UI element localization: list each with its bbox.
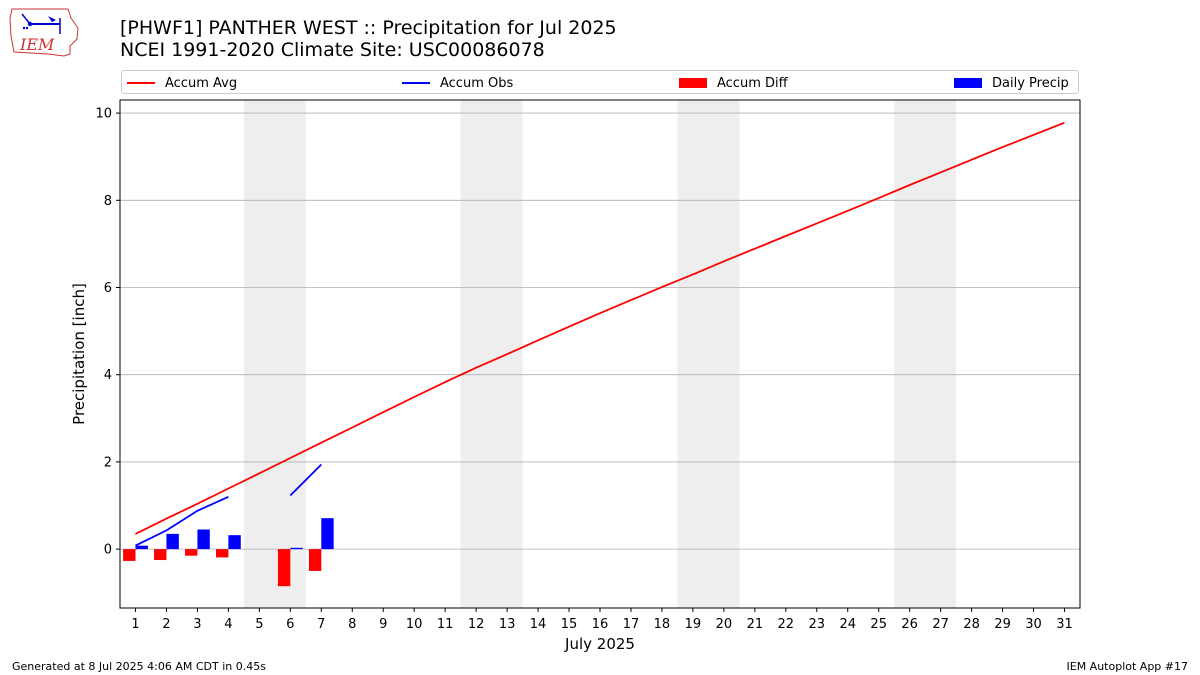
accum-diff-bar-day-7 <box>308 549 322 571</box>
x-tick-label-20: 20 <box>716 617 733 632</box>
x-tick-label-17: 17 <box>623 617 640 632</box>
footer-generated: Generated at 8 Jul 2025 4:06 AM CDT in 0… <box>12 660 266 673</box>
x-tick-label-2: 2 <box>162 617 170 632</box>
x-tick-label-28: 28 <box>963 617 980 632</box>
y-tick-label-10: 10 <box>95 107 112 122</box>
y-tick-label-4: 4 <box>104 368 112 383</box>
x-tick-label-24: 24 <box>839 617 856 632</box>
y-tick-label-6: 6 <box>104 281 112 296</box>
weekend-band-day-5 <box>243 100 275 608</box>
daily-precip-bar-day-3 <box>197 529 210 550</box>
weekend-band-day-27 <box>925 100 957 608</box>
daily-precip-bar-day-2 <box>166 533 179 550</box>
legend-item-daily-precip: Daily Precip <box>954 74 1069 92</box>
legend-item-accum-obs: Accum Obs <box>402 74 513 92</box>
accum-avg-line-segment-0 <box>135 121 1065 535</box>
chart-title: [PHWF1] PANTHER WEST :: Precipitation fo… <box>120 17 617 39</box>
accum-diff-bar-day-2 <box>154 549 167 561</box>
x-tick-label-1: 1 <box>131 617 139 632</box>
legend-label-daily-precip: Daily Precip <box>992 75 1069 91</box>
chart-subtitle: NCEI 1991-2020 Climate Site: USC00086078 <box>120 39 545 61</box>
legend-swatch-accum-diff <box>679 78 707 88</box>
x-tick-label-31: 31 <box>1056 617 1073 632</box>
accum-obs-line-segment-1 <box>289 463 322 497</box>
daily-precip-bar-day-4 <box>228 535 241 550</box>
x-tick-label-22: 22 <box>778 617 795 632</box>
legend-item-accum-avg: Accum Avg <box>127 74 237 92</box>
daily-precip-bar-day-1 <box>135 545 148 550</box>
y-tick-label-0: 0 <box>104 543 112 558</box>
accum-diff-bar-day-3 <box>185 549 198 556</box>
x-tick-label-3: 3 <box>193 617 201 632</box>
legend: Accum Avg Accum Obs Accum Diff Daily Pre… <box>121 70 1079 94</box>
y-axis-label: Precipitation [inch] <box>70 283 88 425</box>
legend-label-accum-obs: Accum Obs <box>440 75 514 91</box>
legend-label-accum-diff: Accum Diff <box>717 75 788 91</box>
x-tick-label-10: 10 <box>406 617 423 632</box>
legend-label-accum-avg: Accum Avg <box>165 75 238 91</box>
daily-precip-bar-day-6 <box>290 547 303 550</box>
x-tick-label-4: 4 <box>224 617 232 632</box>
legend-swatch-accum-obs <box>402 82 430 84</box>
x-tick-label-15: 15 <box>561 617 578 632</box>
x-tick-label-30: 30 <box>1025 617 1042 632</box>
weekend-bands <box>243 100 957 608</box>
accum-obs-line-segment-0 <box>135 495 229 547</box>
x-tick-label-14: 14 <box>530 617 547 632</box>
daily-precip-bar-day-7 <box>321 518 334 550</box>
accum-diff-bar-day-6 <box>277 549 291 587</box>
x-tick-label-8: 8 <box>348 617 356 632</box>
weekend-band-day-6 <box>274 100 306 608</box>
legend-swatch-daily-precip <box>954 78 982 88</box>
x-tick-label-29: 29 <box>994 617 1011 632</box>
weekend-band-day-19 <box>677 100 709 608</box>
iem-logo: IEM <box>8 6 82 60</box>
weekend-band-day-12 <box>460 100 492 608</box>
x-axis-label: July 2025 <box>564 635 635 653</box>
x-tick-label-11: 11 <box>437 617 454 632</box>
x-tick-label-12: 12 <box>468 617 485 632</box>
x-tick-label-21: 21 <box>747 617 764 632</box>
x-tick-label-7: 7 <box>317 617 325 632</box>
legend-swatch-accum-avg <box>127 82 155 84</box>
x-tick-label-23: 23 <box>809 617 826 632</box>
x-tick-label-18: 18 <box>654 617 671 632</box>
x-tick-label-19: 19 <box>685 617 702 632</box>
y-tick-label-2: 2 <box>104 455 112 470</box>
x-axis: 1 2 3 4 5 6 7 8 9 10 11 12 13 14 15 16 17 18 19 20 21 22 23 24 2… <box>131 608 1073 632</box>
x-tick-label-13: 13 <box>499 617 516 632</box>
x-tick-label-9: 9 <box>379 617 387 632</box>
y-tick-label-8: 8 <box>104 194 112 209</box>
accum-diff-bar-day-4 <box>216 549 229 558</box>
accum-diff-bar-day-1 <box>123 549 136 561</box>
weekend-band-day-26 <box>894 100 926 608</box>
footer-app: IEM Autoplot App #17 <box>1066 660 1189 673</box>
x-tick-label-26: 26 <box>901 617 918 632</box>
x-tick-label-5: 5 <box>255 617 263 632</box>
bars <box>123 518 334 587</box>
x-tick-label-25: 25 <box>870 617 887 632</box>
x-tick-label-16: 16 <box>592 617 609 632</box>
x-tick-label-27: 27 <box>932 617 949 632</box>
weekend-band-day-20 <box>708 100 740 608</box>
legend-item-accum-diff: Accum Diff <box>679 74 788 92</box>
y-axis: 0 2 4 6 8 10 <box>95 107 120 558</box>
x-tick-label-6: 6 <box>286 617 294 632</box>
series-lines <box>135 121 1065 547</box>
logo-text: IEM <box>19 35 55 54</box>
